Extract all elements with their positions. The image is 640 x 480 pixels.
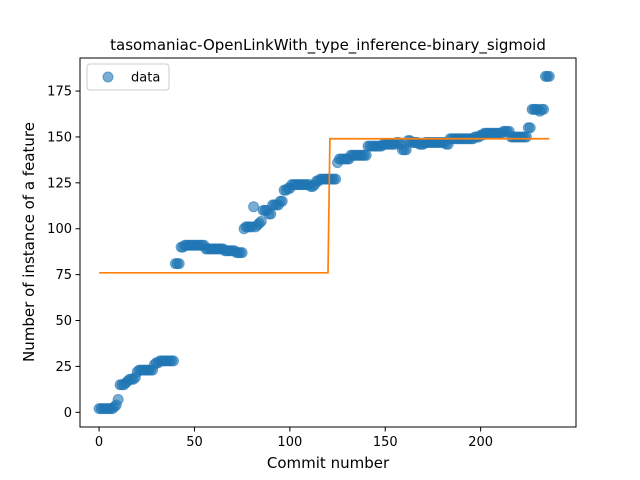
scatter-series-data	[93, 70, 555, 415]
data-point-224	[520, 131, 532, 143]
x-tick-label: 100	[277, 435, 302, 450]
data-point-85	[255, 215, 267, 227]
y-tick-label: 0	[64, 406, 72, 421]
data-point-233	[538, 103, 550, 115]
y-axis-ticks: 0 25 50 75 100 125 150 175	[47, 85, 80, 421]
y-tick-label: 25	[55, 360, 72, 375]
legend-label-data: data	[131, 71, 160, 86]
y-tick-label: 75	[55, 268, 72, 283]
fit-line	[99, 137, 550, 274]
x-tick-label: 150	[373, 435, 398, 450]
chart-title: tasomaniac-OpenLinkWith_type_inference-b…	[110, 36, 546, 55]
data-point-236	[543, 70, 555, 82]
data-point-96	[276, 195, 288, 207]
x-tick-label: 50	[186, 435, 203, 450]
y-axis-label: Number of instance of a feature	[20, 122, 38, 362]
data-point-90	[265, 208, 277, 220]
data-point-39	[167, 355, 179, 367]
y-tick-label: 50	[55, 314, 72, 329]
x-axis-ticks: 0 50 100 150 200	[95, 427, 493, 450]
y-tick-label: 150	[47, 130, 72, 145]
data-point-226	[524, 122, 536, 134]
data-point-81	[248, 201, 260, 213]
fit-line-series	[99, 137, 550, 274]
x-axis-label: Commit number	[267, 454, 390, 472]
x-tick-label: 200	[468, 435, 493, 450]
legend-marker-data	[102, 71, 114, 83]
plot-frame	[79, 57, 577, 428]
y-tick-label: 100	[47, 222, 72, 237]
x-tick-label: 0	[95, 435, 103, 450]
data-point-75	[236, 247, 248, 259]
legend: data	[86, 63, 170, 91]
data-point-10	[112, 393, 124, 405]
y-tick-label: 175	[47, 85, 72, 100]
y-tick-label: 125	[47, 176, 72, 191]
data-point-42	[173, 258, 185, 270]
data-point-140	[360, 149, 372, 161]
data-point-124	[330, 173, 342, 185]
legend-box	[86, 63, 170, 91]
